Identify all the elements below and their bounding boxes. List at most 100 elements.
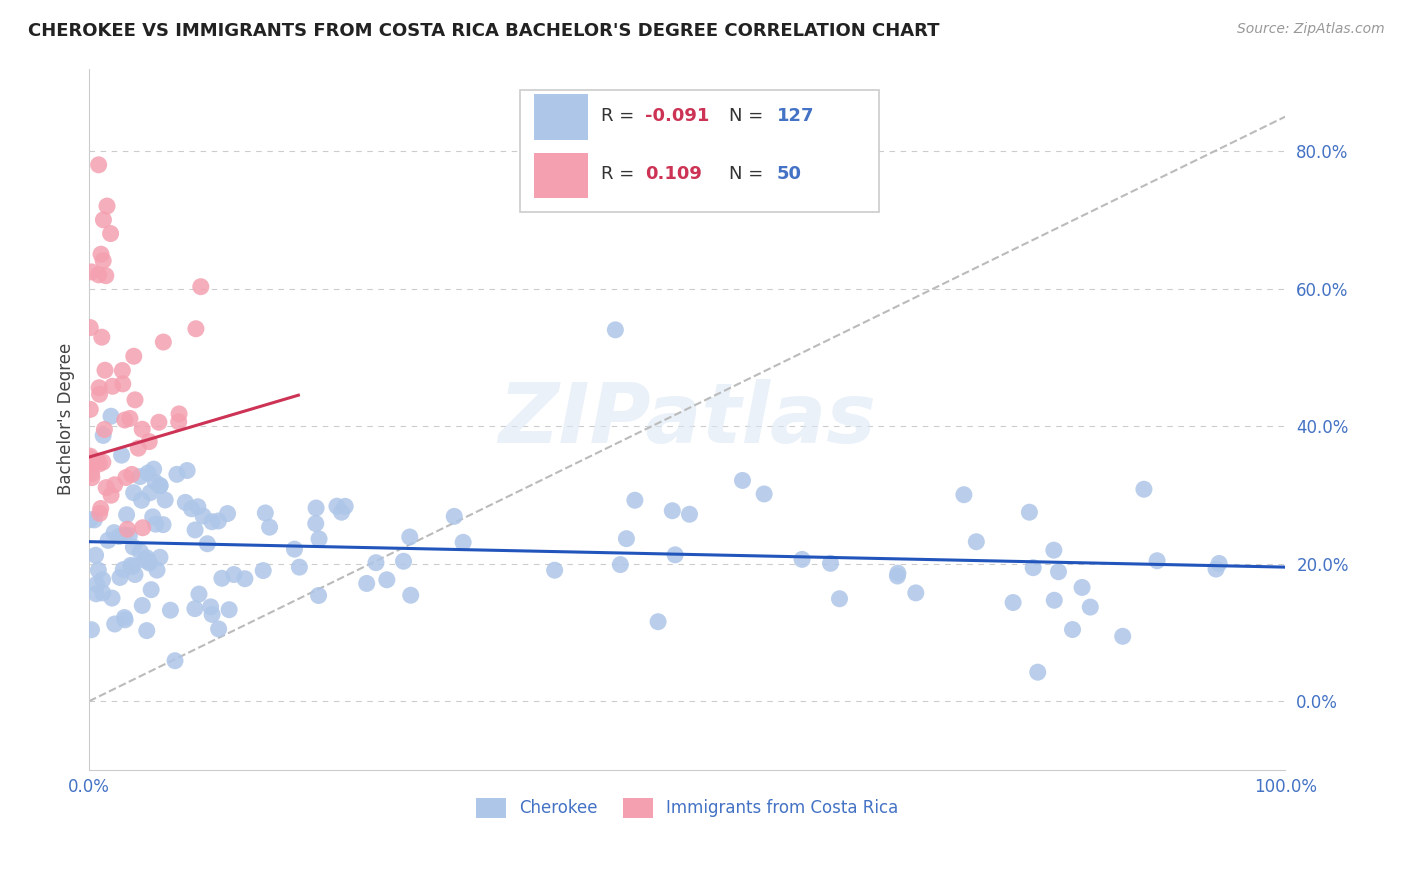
Point — [141, 582, 163, 597]
Point — [184, 601, 207, 615]
Point — [149, 478, 172, 492]
Point — [1043, 543, 1066, 558]
Point — [93, 212, 115, 227]
Point — [364, 556, 387, 570]
Point — [103, 525, 125, 540]
Point — [543, 563, 565, 577]
Point — [96, 199, 118, 213]
Point — [94, 268, 117, 283]
Text: R =: R = — [600, 165, 634, 183]
Point — [100, 227, 122, 241]
Point — [129, 469, 152, 483]
Point — [1111, 629, 1133, 643]
Point — [1062, 623, 1084, 637]
Point — [201, 607, 224, 622]
Point — [887, 566, 910, 581]
Point — [91, 586, 114, 600]
Legend: Cherokee, Immigrants from Costa Rica: Cherokee, Immigrants from Costa Rica — [470, 791, 905, 825]
Point — [149, 550, 172, 565]
Point — [91, 573, 114, 587]
Point — [222, 567, 245, 582]
Point — [1026, 665, 1049, 680]
Point — [90, 501, 112, 516]
Text: R =: R = — [600, 106, 634, 125]
Point — [104, 617, 127, 632]
Point — [124, 392, 146, 407]
Text: Source: ZipAtlas.com: Source: ZipAtlas.com — [1237, 22, 1385, 37]
Point — [108, 570, 131, 584]
Point — [1146, 554, 1168, 568]
Point — [152, 517, 174, 532]
Point — [87, 563, 110, 577]
Point — [1205, 562, 1227, 576]
Point — [1047, 565, 1070, 579]
Point — [398, 530, 420, 544]
Point — [80, 458, 103, 472]
Point — [678, 508, 700, 522]
Point — [79, 451, 101, 466]
Point — [138, 434, 160, 449]
Point — [97, 533, 120, 548]
Point — [305, 516, 328, 531]
Point — [148, 415, 170, 429]
Point — [131, 422, 153, 436]
Point — [79, 320, 101, 334]
Point — [953, 488, 976, 502]
Point — [176, 463, 198, 477]
Point — [288, 560, 311, 574]
Point — [124, 567, 146, 582]
Point — [142, 462, 165, 476]
Point — [208, 622, 231, 636]
Point — [89, 387, 111, 401]
Point — [96, 481, 118, 495]
Point — [326, 500, 349, 514]
Point — [145, 475, 167, 490]
Point — [647, 615, 669, 629]
Point — [145, 517, 167, 532]
Point — [207, 514, 229, 528]
Point — [152, 334, 174, 349]
Point — [616, 532, 638, 546]
Point — [80, 265, 103, 279]
Point — [259, 520, 281, 534]
Point — [135, 550, 157, 565]
Text: -0.091: -0.091 — [645, 106, 710, 125]
Point — [1133, 482, 1156, 496]
Point — [122, 349, 145, 363]
Point — [79, 402, 101, 417]
Point — [664, 548, 686, 562]
Point — [87, 158, 110, 172]
Point — [120, 558, 142, 573]
Point — [828, 591, 851, 606]
FancyBboxPatch shape — [534, 95, 588, 140]
Point — [122, 485, 145, 500]
Point — [609, 558, 631, 572]
Point — [201, 515, 224, 529]
Point — [108, 529, 131, 543]
Point — [93, 423, 115, 437]
Text: N =: N = — [728, 106, 763, 125]
Point — [233, 572, 256, 586]
Point — [122, 540, 145, 554]
Point — [149, 479, 172, 493]
Point — [91, 455, 114, 469]
Point — [80, 471, 103, 485]
Point — [89, 381, 111, 395]
Point — [100, 488, 122, 502]
Text: 50: 50 — [778, 165, 801, 183]
Point — [190, 279, 212, 293]
Point — [308, 532, 330, 546]
Point — [167, 407, 190, 421]
Point — [118, 529, 141, 543]
Point — [191, 508, 214, 523]
Point — [121, 467, 143, 482]
Point — [139, 485, 162, 500]
Point — [138, 554, 160, 568]
Point — [1002, 595, 1025, 609]
Point — [110, 448, 132, 462]
Point — [159, 603, 181, 617]
Point — [80, 623, 103, 637]
Point — [308, 589, 330, 603]
Point — [605, 323, 627, 337]
Point — [1018, 505, 1040, 519]
